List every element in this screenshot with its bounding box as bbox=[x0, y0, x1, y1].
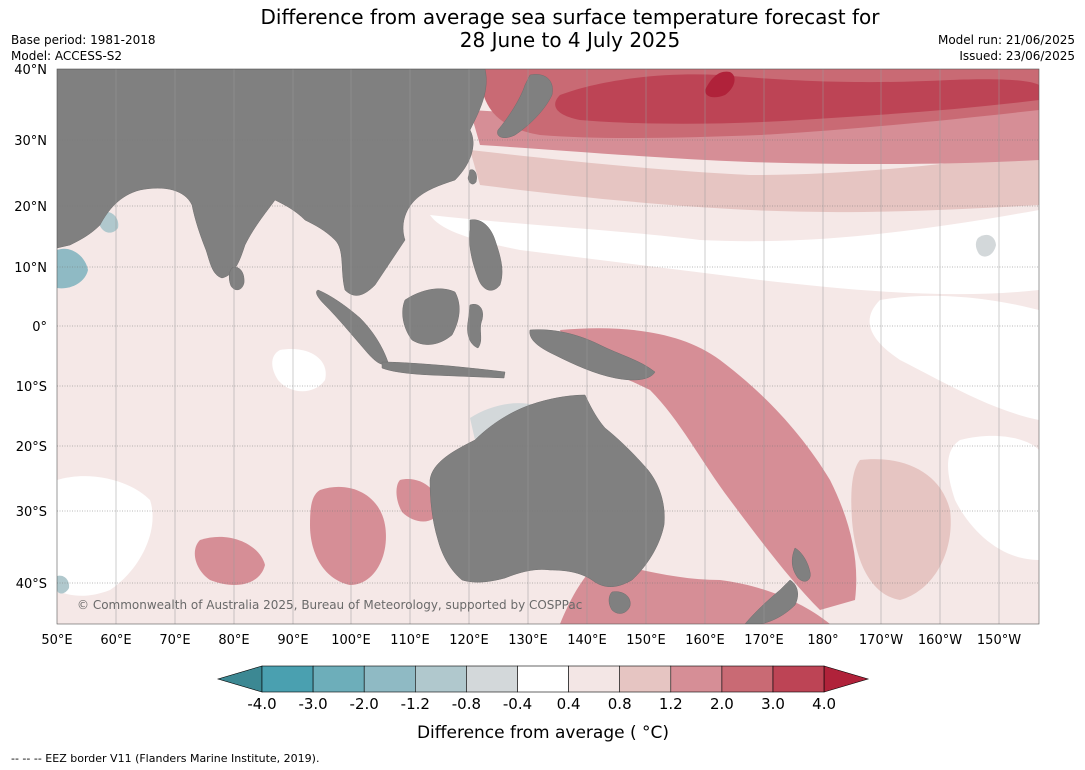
anomaly-cool-arabian-sea bbox=[57, 248, 88, 289]
lat-labels: 40°N 30°N 20°N 10°N 0° 10°S 20°S 30°S 40… bbox=[14, 63, 47, 592]
lon-label: 170°E bbox=[744, 633, 784, 648]
colorbar-tick-label: -4.0 bbox=[247, 695, 276, 713]
anomaly-white-band-north bbox=[430, 210, 1039, 295]
colorbar bbox=[216, 665, 870, 693]
lat-label: 0° bbox=[32, 320, 47, 335]
lon-label: 140°E bbox=[567, 633, 607, 648]
map-frame bbox=[56, 68, 1040, 625]
anomaly-io-south-2 bbox=[194, 536, 265, 585]
map-area: © Commonwealth of Australia 2025, Bureau… bbox=[57, 69, 1039, 624]
land-new-zealand-south bbox=[744, 579, 798, 624]
colorbar-segment bbox=[363, 665, 416, 693]
eez-footnote: -- -- -- EEZ border V11 (Flanders Marine… bbox=[11, 752, 320, 765]
lat-label: 10°N bbox=[14, 261, 47, 276]
lon-label: 160°W bbox=[918, 633, 962, 648]
lon-label: 150°W bbox=[977, 633, 1021, 648]
anomaly-white-se bbox=[948, 435, 1039, 560]
colorbar-segment bbox=[517, 665, 569, 693]
colorbar-segment bbox=[619, 665, 672, 693]
land-new-guinea bbox=[529, 329, 656, 381]
lat-label: 30°N bbox=[14, 134, 47, 149]
anomaly-white-southwest bbox=[57, 476, 153, 596]
colorbar-segment bbox=[466, 665, 518, 693]
anomaly-coral-sea bbox=[560, 328, 857, 610]
land-australia bbox=[429, 394, 665, 587]
land-japan bbox=[497, 74, 553, 138]
land-sri-lanka bbox=[228, 267, 245, 291]
lat-label: 10°S bbox=[16, 380, 47, 395]
land-java bbox=[381, 361, 506, 379]
colorbar-tick-label: 2.0 bbox=[710, 695, 734, 713]
colorbar-segment bbox=[721, 665, 774, 693]
lon-label: 180° bbox=[807, 633, 838, 648]
lon-label: 160°E bbox=[685, 633, 725, 648]
base-period: Base period: 1981-2018 bbox=[11, 33, 156, 47]
colorbar-segment bbox=[312, 665, 365, 693]
colorbar-segment bbox=[261, 665, 314, 693]
colorbar-segment bbox=[772, 665, 825, 693]
lon-label: 80°E bbox=[218, 633, 249, 648]
anomaly-light-north-pacific bbox=[470, 150, 1039, 213]
lon-label: 130°E bbox=[508, 633, 548, 648]
colorbar-segment bbox=[414, 665, 467, 693]
land-sumatra bbox=[316, 289, 389, 365]
land-philippines bbox=[469, 219, 503, 291]
anomaly-white-east bbox=[869, 295, 1039, 420]
lat-label: 20°N bbox=[14, 200, 47, 215]
colorbar-tick-label: 3.0 bbox=[761, 695, 785, 713]
lon-label: 50°E bbox=[41, 633, 72, 648]
anomaly-cool-hawaii bbox=[975, 234, 996, 257]
sst-map: © Commonwealth of Australia 2025, Bureau… bbox=[14, 63, 1040, 743]
colorbar-tick-label: -3.0 bbox=[298, 695, 327, 713]
anomaly-io-south-1 bbox=[310, 486, 386, 585]
land-taiwan bbox=[467, 169, 477, 185]
colorbar-tick-label: -0.8 bbox=[452, 695, 481, 713]
model-name: Model: ACCESS-S2 bbox=[11, 49, 123, 63]
gridlines bbox=[57, 139, 1039, 584]
colorbar-tick-label: 4.0 bbox=[812, 695, 836, 713]
lon-label: 60°E bbox=[100, 633, 131, 648]
lat-label: 40°N bbox=[14, 63, 47, 78]
colorbar-tick-label: -2.0 bbox=[350, 695, 379, 713]
land bbox=[57, 69, 811, 624]
title-line-2: 28 June to 4 July 2025 bbox=[459, 28, 681, 52]
colorbar-extend-low bbox=[216, 665, 263, 693]
copyright-text: © Commonwealth of Australia 2025, Bureau… bbox=[77, 598, 582, 612]
lon-label: 150°E bbox=[626, 633, 666, 648]
land-borneo bbox=[402, 288, 460, 345]
anomaly-tasman-pink bbox=[851, 459, 951, 600]
lon-labels: 50°E 60°E 70°E 80°E 90°E 100°E 110°E 120… bbox=[41, 633, 1021, 648]
lat-label: 40°S bbox=[16, 577, 47, 592]
colorbar-segment bbox=[568, 665, 620, 693]
title-line-1: Difference from average sea surface temp… bbox=[260, 5, 880, 29]
colorbar-tick-label: 1.2 bbox=[659, 695, 683, 713]
colorbar-ticks: -4.0 -3.0 -2.0 -1.2 -0.8 -0.4 0.4 0.8 1.2 2.0 3.0 4… bbox=[247, 695, 836, 713]
colorbar-tick-label: 0.8 bbox=[608, 695, 632, 713]
colorbar-extend-high bbox=[823, 665, 870, 693]
lat-label: 30°S bbox=[16, 505, 47, 520]
anomaly-cool-far-sw bbox=[57, 575, 70, 594]
lon-label: 170°W bbox=[859, 633, 903, 648]
meta-right: Model run: 21/06/2025 Issued: 23/06/2025 bbox=[938, 32, 1075, 64]
lon-label: 110°E bbox=[390, 633, 430, 648]
lon-label: 100°E bbox=[331, 633, 371, 648]
lon-label: 90°E bbox=[277, 633, 308, 648]
meridians bbox=[115, 69, 1000, 624]
colorbar-segment bbox=[670, 665, 723, 693]
colorbar-tick-label: -1.2 bbox=[401, 695, 430, 713]
land-new-zealand-north bbox=[791, 547, 811, 582]
lat-label: 20°S bbox=[16, 440, 47, 455]
land-tasmania bbox=[608, 591, 631, 614]
model-run: Model run: 21/06/2025 bbox=[937, 33, 1075, 47]
colorbar-label: Difference from average ( °C) bbox=[417, 723, 669, 743]
anomaly-max-north-pacific bbox=[705, 71, 735, 98]
lon-label: 70°E bbox=[159, 633, 190, 648]
meta-left: Base period: 1981-2018 Model: ACCESS-S2 bbox=[11, 32, 156, 64]
colorbar-tick-label: -0.4 bbox=[503, 695, 532, 713]
anomaly-white-io bbox=[272, 349, 326, 392]
lon-label: 120°E bbox=[449, 633, 489, 648]
anomaly-stronger-north-pacific bbox=[555, 74, 1039, 124]
colorbar-tick-label: 0.4 bbox=[557, 695, 581, 713]
issued-date: Issued: 23/06/2025 bbox=[959, 49, 1075, 63]
